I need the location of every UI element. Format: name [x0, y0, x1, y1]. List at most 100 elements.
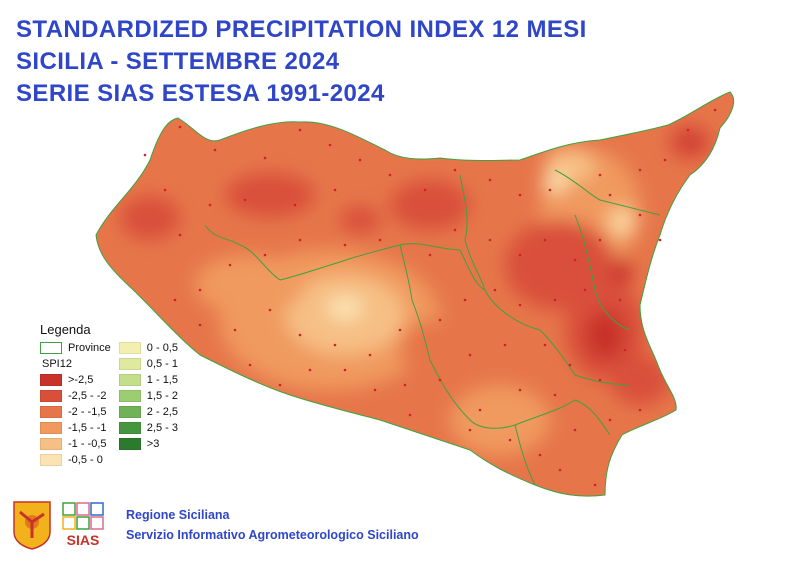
station-point [593, 483, 597, 487]
legend-row: >3 [118, 436, 178, 452]
station-point [248, 363, 252, 367]
station-point [298, 238, 302, 242]
legend-row: 1,5 - 2 [118, 388, 178, 404]
station-point [388, 173, 392, 177]
station-point [468, 428, 472, 432]
station-point [638, 168, 642, 172]
legend-swatch [118, 438, 141, 450]
station-point [686, 128, 690, 132]
legend-row: 2 - 2,5 [118, 404, 178, 420]
station-point [233, 328, 237, 332]
legend-swatch [118, 342, 141, 354]
station-point [638, 408, 642, 412]
legend-class-label: 1,5 - 2 [146, 390, 178, 402]
station-point [573, 428, 577, 432]
station-point [438, 378, 442, 382]
station-point [518, 253, 522, 257]
legend-swatch [40, 374, 62, 386]
station-point [298, 128, 302, 132]
station-point [343, 243, 347, 247]
footer-line-2: Servizio Informativo Agrometeorologico S… [126, 528, 419, 542]
station-point [623, 348, 627, 352]
station-point [608, 418, 612, 422]
legend-province-row: Province [40, 340, 111, 356]
station-point [548, 188, 552, 192]
station-point [568, 363, 572, 367]
station-point [503, 343, 507, 347]
station-point [463, 298, 467, 302]
station-point [608, 193, 612, 197]
station-point [508, 438, 512, 442]
legend-col-dry: Province SPI12 >-2,5 -2,5 - -2 -2 - -1,5 -1… [40, 340, 111, 468]
station-point [488, 178, 492, 182]
station-point [373, 388, 377, 392]
station-point [543, 238, 547, 242]
title-block: STANDARDIZED PRECIPITATION INDEX 12 MESI… [16, 14, 587, 110]
station-point [403, 383, 407, 387]
station-point [398, 328, 402, 332]
station-point [658, 238, 662, 242]
legend-swatch [40, 390, 62, 402]
coastline [95, 91, 735, 497]
station-point [518, 193, 522, 197]
station-point [198, 323, 202, 327]
station-point [308, 368, 312, 372]
station-point [178, 233, 182, 237]
station-point [263, 253, 267, 257]
station-point [198, 288, 202, 292]
legend-swatch [118, 390, 141, 402]
legend-swatch [118, 358, 141, 370]
legend-class-label: 2 - 2,5 [146, 406, 178, 418]
station-point [713, 108, 717, 112]
station-point [553, 298, 557, 302]
legend-row: -0,5 - 0 [40, 452, 111, 468]
legend-class-label: -1,5 - -1 [68, 422, 107, 434]
map-title-line-2: SICILIA - SETTEMBRE 2024 [16, 48, 340, 75]
station-point [518, 388, 522, 392]
legend-spi-label: SPI12 [42, 358, 72, 370]
station-point [173, 298, 177, 302]
station-point [553, 393, 557, 397]
station-point [488, 238, 492, 242]
station-point [333, 343, 337, 347]
station-point [543, 343, 547, 347]
sias-logo-text: SIAS [67, 532, 100, 548]
legend-row: >-2,5 [40, 372, 111, 388]
station-point [298, 333, 302, 337]
station-point [228, 263, 232, 267]
legend-row: 0,5 - 1 [118, 356, 178, 372]
station-points [143, 108, 717, 487]
station-point [598, 378, 602, 382]
legend-class-label: -0,5 - 0 [68, 454, 103, 466]
province-swatch [40, 342, 62, 354]
station-point [663, 158, 667, 162]
station-point [518, 303, 522, 307]
legend-class-label: -2,5 - -2 [68, 390, 107, 402]
legend-swatch [40, 406, 62, 418]
station-point [453, 228, 457, 232]
legend-row: -2,5 - -2 [40, 388, 111, 404]
station-point [178, 125, 182, 129]
legend-swatch [118, 374, 141, 386]
station-point [618, 298, 622, 302]
spi-raster [96, 92, 734, 497]
map-title-line-3: SERIE SIAS ESTESA 1991-2024 [16, 80, 385, 107]
station-point [278, 383, 282, 387]
footer: SIAS Regione Siciliana Servizio Informat… [12, 500, 419, 550]
station-point [293, 203, 297, 207]
legend-swatch [40, 438, 62, 450]
station-point [143, 153, 147, 157]
footer-line-1: Regione Siciliana [126, 508, 230, 522]
station-point [573, 258, 577, 262]
station-point [358, 158, 362, 162]
station-point [328, 143, 332, 147]
station-point [438, 318, 442, 322]
legend-class-label: -1 - -0,5 [68, 438, 107, 450]
legend-class-label: >3 [146, 438, 160, 450]
station-point [213, 148, 217, 152]
station-point [453, 168, 457, 172]
legend-swatch [40, 422, 62, 434]
station-point [598, 173, 602, 177]
legend-row: 2,5 - 3 [118, 420, 178, 436]
